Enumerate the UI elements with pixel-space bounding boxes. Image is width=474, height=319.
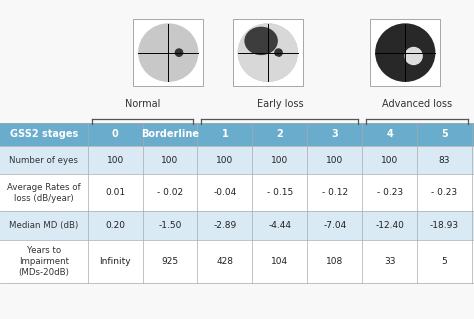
Text: 3: 3 — [331, 129, 338, 139]
Text: 33: 33 — [384, 257, 395, 266]
Text: 83: 83 — [439, 156, 450, 165]
Text: Number of eyes: Number of eyes — [9, 156, 78, 165]
Text: -2.89: -2.89 — [213, 221, 237, 230]
Ellipse shape — [138, 23, 199, 82]
Text: Years to
Impairment
(MDs-20dB): Years to Impairment (MDs-20dB) — [18, 246, 69, 277]
Text: -18.93: -18.93 — [430, 221, 459, 230]
Text: - 0.15: - 0.15 — [267, 188, 293, 197]
Text: -1.50: -1.50 — [158, 221, 182, 230]
Text: 2: 2 — [276, 129, 283, 139]
Text: 4: 4 — [386, 129, 393, 139]
Text: -4.44: -4.44 — [268, 221, 292, 230]
Ellipse shape — [245, 27, 278, 55]
Text: Infinity: Infinity — [100, 257, 131, 266]
Text: 108: 108 — [326, 257, 343, 266]
Bar — [0, 211, 474, 240]
Ellipse shape — [237, 23, 298, 82]
Text: 5: 5 — [441, 129, 448, 139]
Bar — [0, 146, 474, 174]
Text: Median MD (dB): Median MD (dB) — [9, 221, 79, 230]
Circle shape — [274, 48, 283, 57]
Text: 0.20: 0.20 — [105, 221, 125, 230]
Text: 0: 0 — [112, 129, 118, 139]
Bar — [0, 174, 474, 211]
Text: 100: 100 — [216, 156, 234, 165]
Text: 0.01: 0.01 — [105, 188, 125, 197]
Text: 428: 428 — [217, 257, 233, 266]
Text: 104: 104 — [271, 257, 288, 266]
Text: - 0.12: - 0.12 — [322, 188, 348, 197]
Text: - 0.02: - 0.02 — [157, 188, 183, 197]
Text: -7.04: -7.04 — [323, 221, 346, 230]
Text: - 0.23: - 0.23 — [431, 188, 457, 197]
Text: GSS2 stages: GSS2 stages — [10, 129, 78, 139]
Ellipse shape — [375, 23, 436, 82]
Bar — [133, 19, 203, 86]
Text: - 0.23: - 0.23 — [376, 188, 403, 197]
Text: 100: 100 — [107, 156, 124, 165]
Text: 100: 100 — [162, 156, 179, 165]
Text: -0.04: -0.04 — [213, 188, 237, 197]
Text: Advanced loss: Advanced loss — [382, 99, 452, 109]
Circle shape — [174, 48, 183, 57]
Text: Average Rates of
loss (dB/year): Average Rates of loss (dB/year) — [7, 183, 81, 203]
Ellipse shape — [258, 56, 288, 79]
Bar — [370, 19, 440, 86]
Bar — [233, 19, 303, 86]
Text: 925: 925 — [162, 257, 179, 266]
Bar — [0, 123, 474, 146]
Text: -12.40: -12.40 — [375, 221, 404, 230]
Text: 100: 100 — [326, 156, 343, 165]
Text: 1: 1 — [221, 129, 228, 139]
Ellipse shape — [404, 47, 423, 65]
Text: Normal: Normal — [125, 99, 160, 109]
Text: 100: 100 — [381, 156, 398, 165]
Bar — [0, 240, 474, 283]
Text: 5: 5 — [442, 257, 447, 266]
Text: 100: 100 — [271, 156, 289, 165]
Text: Borderline: Borderline — [141, 129, 199, 139]
Ellipse shape — [237, 23, 298, 82]
Text: Early loss: Early loss — [256, 99, 303, 109]
